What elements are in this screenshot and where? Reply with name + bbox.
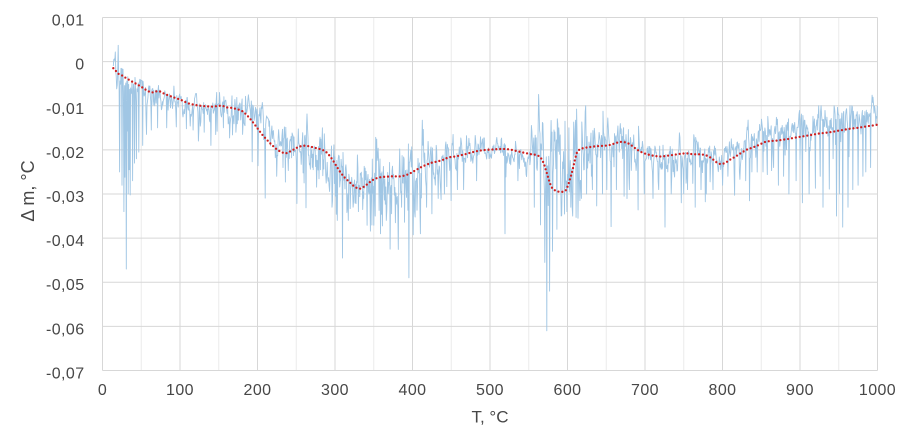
svg-text:200: 200 [244, 382, 272, 399]
svg-text:500: 500 [476, 382, 504, 399]
svg-text:100: 100 [166, 382, 194, 399]
svg-text:600: 600 [554, 382, 582, 399]
svg-text:-0,03: -0,03 [46, 189, 84, 206]
svg-text:-0,04: -0,04 [46, 233, 84, 250]
svg-text:800: 800 [709, 382, 737, 399]
svg-text:300: 300 [321, 382, 349, 399]
svg-text:-0,06: -0,06 [46, 321, 84, 338]
svg-text:1000: 1000 [859, 382, 896, 399]
svg-text:-0,01: -0,01 [46, 101, 84, 118]
svg-text:700: 700 [631, 382, 659, 399]
svg-text:0,01: 0,01 [52, 13, 85, 30]
svg-text:T, °C: T, °C [471, 408, 508, 427]
svg-text:900: 900 [786, 382, 814, 399]
svg-text:Δ m, °C: Δ m, °C [18, 160, 38, 221]
svg-text:400: 400 [399, 382, 427, 399]
svg-text:-0,07: -0,07 [46, 366, 84, 383]
svg-text:0: 0 [98, 382, 107, 399]
svg-text:0: 0 [75, 57, 84, 74]
svg-text:-0,02: -0,02 [46, 145, 84, 162]
svg-text:-0,05: -0,05 [46, 277, 84, 294]
